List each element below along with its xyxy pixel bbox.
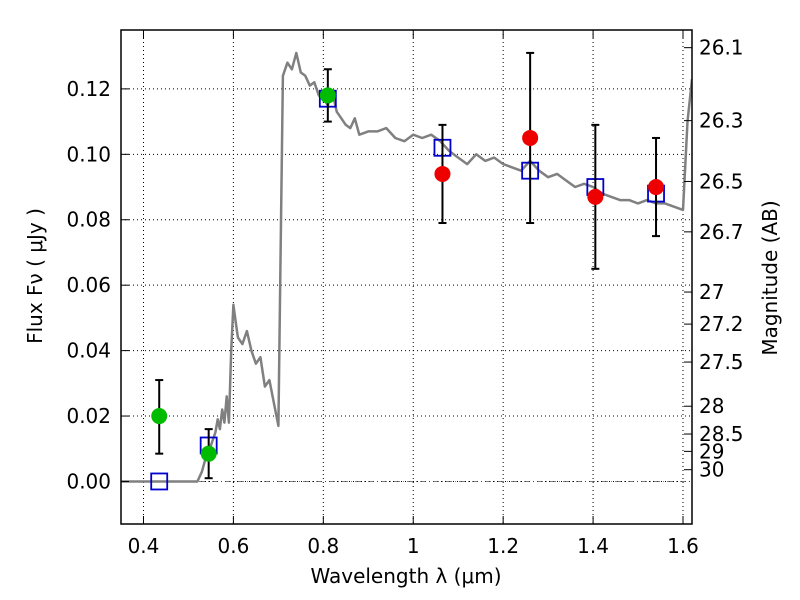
right-tick-label: 30	[699, 458, 724, 482]
model-photometry-marker	[150, 472, 169, 491]
x-tick-label: 1.4	[577, 534, 609, 558]
detection-point	[200, 445, 217, 462]
detection-point	[522, 129, 539, 146]
y-axis-title: Flux Fν ( μJy )	[23, 208, 47, 344]
right-tick-label: 28.5	[699, 422, 744, 446]
y-tick-label: 0.08	[66, 208, 111, 232]
x-tick-label: 1	[407, 534, 420, 558]
right-axis-title: Magnitude (AB)	[758, 200, 782, 355]
x-tick-label: 0.8	[307, 534, 339, 558]
right-tick-label: 26.1	[699, 36, 744, 60]
right-tick-label: 29	[699, 439, 724, 463]
tick-labels: 0.4 0.6 0.8 1 1.2 1.4 1.6 0.00 0.02 0.04 0.06 0.08 0…	[66, 36, 743, 558]
x-tick-label: 0.6	[217, 534, 249, 558]
y-tick-label: 0.04	[66, 339, 111, 363]
model-sed-line	[121, 51, 692, 483]
plot-area	[121, 51, 692, 491]
right-tick-label: 26.5	[699, 169, 744, 193]
x-axis-title: Wavelength λ (μm)	[310, 564, 501, 588]
detection-point	[434, 165, 451, 182]
y-tick-label: 0.10	[66, 142, 111, 166]
detection-point	[319, 87, 336, 104]
right-tick-label: 27	[699, 280, 724, 304]
right-tick-label: 26.3	[699, 109, 744, 133]
plot-frame	[120, 29, 693, 525]
y-tick-label: 0.12	[66, 77, 111, 101]
right-tick-label: 27.2	[699, 312, 744, 336]
x-tick-label: 1.2	[487, 534, 519, 558]
y-tick-label: 0.00	[66, 469, 111, 493]
right-tick-label: 28	[699, 394, 724, 418]
right-tick-label: 27.5	[699, 350, 744, 374]
detection-point	[648, 179, 665, 196]
x-tick-label: 1.6	[667, 534, 699, 558]
y-tick-label: 0.06	[66, 273, 111, 297]
detection-point	[587, 188, 604, 205]
y-tick-label: 0.02	[66, 404, 111, 428]
detection-point	[151, 408, 168, 425]
x-tick-label: 0.4	[128, 534, 160, 558]
tick-marks	[121, 30, 692, 524]
right-tick-label: 26.7	[699, 220, 744, 244]
